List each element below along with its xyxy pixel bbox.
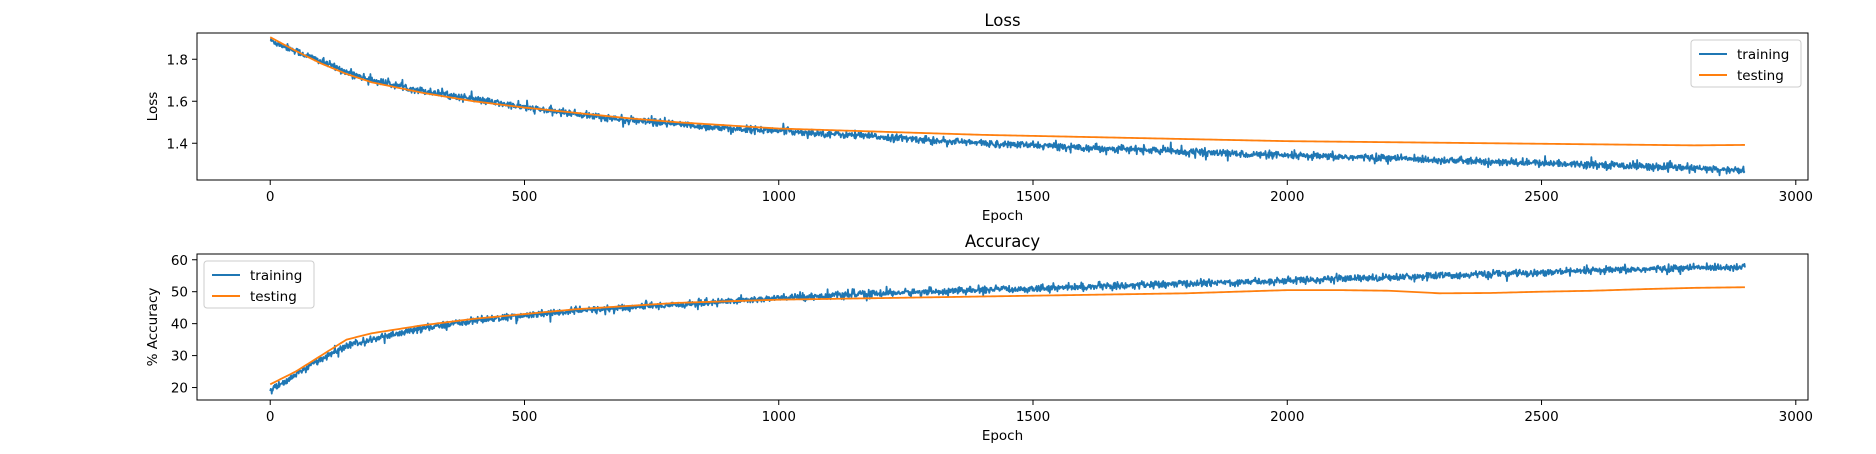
accuracy-chart: Accuracy 0 500 1000 1500 2000 2500 3000 20 30 40 50… [145,232,1813,444]
accuracy-xlabel: Epoch [982,428,1023,444]
accuracy-legend-label-training: training [250,268,302,284]
loss-ytick-label: 1.4 [167,136,188,152]
accuracy-plot-area [269,262,1746,395]
loss-ylabel: Loss [145,92,161,122]
accuracy-axes-frame [196,253,1809,401]
accuracy-ytick-label: 30 [171,349,188,365]
loss-ytick-label: 1.8 [167,52,188,68]
loss-xtick-label: 1000 [762,189,796,205]
accuracy-ytick-label: 60 [171,253,188,269]
loss-xtick-label: 1500 [1016,189,1050,205]
loss-xtick-label: 500 [512,189,538,205]
accuracy-xtick-label: 2500 [1524,409,1558,425]
loss-xtick-label: 0 [266,189,275,205]
loss-chart: Loss 0 500 1000 1500 2000 2500 3000 1.4 1.6 1.8 Epo… [145,11,1813,224]
loss-series-testing [269,36,1745,147]
accuracy-ytick-label: 50 [171,285,188,301]
loss-title: Loss [984,11,1020,30]
accuracy-ytick-label: 20 [171,381,188,397]
accuracy-xtick-label: 1000 [762,409,796,425]
accuracy-ylabel: % Accuracy [145,288,161,367]
accuracy-legend: training testing [203,260,315,309]
loss-xtick-label: 3000 [1779,189,1813,205]
loss-plot-area [269,36,1746,177]
loss-xtick-label: 2000 [1270,189,1304,205]
loss-legend-label-training: training [1737,47,1789,63]
loss-xtick-label: 2500 [1524,189,1558,205]
loss-series-training [269,37,1746,177]
accuracy-series-testing [269,286,1745,386]
accuracy-ytick-label: 40 [171,317,188,333]
accuracy-title: Accuracy [965,232,1041,251]
loss-ytick-label: 1.6 [167,94,188,110]
accuracy-xtick-label: 1500 [1016,409,1050,425]
accuracy-legend-label-testing: testing [250,289,297,305]
accuracy-xtick-label: 2000 [1270,409,1304,425]
accuracy-xtick-label: 0 [266,409,275,425]
accuracy-xtick-label: 3000 [1779,409,1813,425]
loss-legend: training testing [1690,39,1802,88]
loss-axes-frame [196,32,1809,181]
accuracy-xtick-label: 500 [512,409,538,425]
loss-legend-label-testing: testing [1737,68,1784,84]
accuracy-series-training [269,262,1746,395]
loss-xlabel: Epoch [982,208,1023,224]
